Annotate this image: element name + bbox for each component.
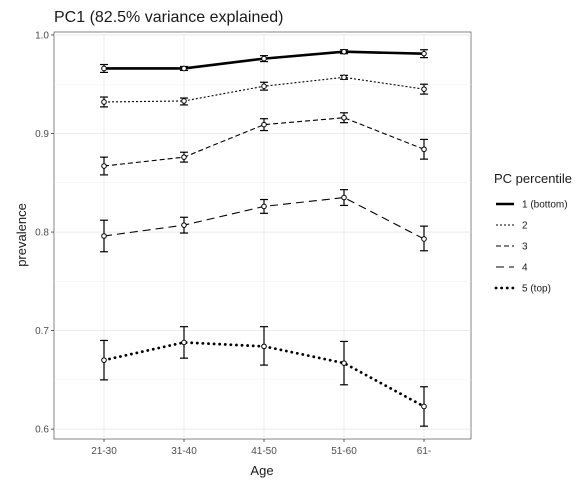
data-point [181,65,187,72]
x-tick-label: 51-60 [331,446,357,457]
data-point [421,236,427,242]
legend-title: PC percentile [494,171,572,186]
x-tick-label: 31-40 [171,446,197,457]
legend-label-3: 3 [522,242,528,253]
data-point [261,83,267,90]
chart-title: PC1 (82.5% variance explained) [54,9,283,26]
legend-label-2: 2 [522,221,528,232]
y-tick-label: 0.7 [35,326,49,337]
data-point [341,360,347,366]
y-tick-label: 0.9 [35,129,49,140]
data-point [261,203,267,210]
y-axis: 0.6 0.7 0.8 0.9 1.0 [35,30,54,436]
data-point [101,357,107,363]
data-point [101,233,107,239]
legend: PC percentile 1 (bottom) 2 3 4 5 (top) [494,171,572,295]
data-points [101,48,427,410]
y-tick-label: 1.0 [35,30,49,41]
x-tick-label: 21-30 [91,446,117,457]
data-point [181,339,187,346]
y-axis-title: prevalence [14,203,29,267]
data-point [181,98,187,104]
x-tick-label: 41-50 [251,446,277,457]
legend-label-5: 5 (top) [522,284,551,295]
data-point [421,146,427,153]
data-point [341,194,347,201]
data-point [421,403,427,410]
data-point [101,65,107,72]
data-point [341,48,347,55]
data-point [261,55,267,62]
x-tick-label: 61- [417,446,431,457]
data-point [421,86,427,92]
y-tick-label: 0.8 [35,228,49,239]
legend-label-1: 1 (bottom) [522,200,568,211]
legend-label-4: 4 [522,263,528,274]
data-point [341,114,347,121]
data-point [181,154,187,160]
data-point [261,343,267,350]
plot-panel [53,31,472,440]
data-point [181,222,187,228]
y-tick-label: 0.6 [35,425,49,436]
data-point [341,74,347,81]
data-point [101,163,107,169]
x-axis-title: Age [250,463,273,478]
x-axis: 21-30 31-40 41-50 51-60 61- [91,439,431,457]
series-line-3 [103,117,425,167]
data-point [261,121,267,128]
data-point [101,99,107,105]
data-point [421,50,427,57]
